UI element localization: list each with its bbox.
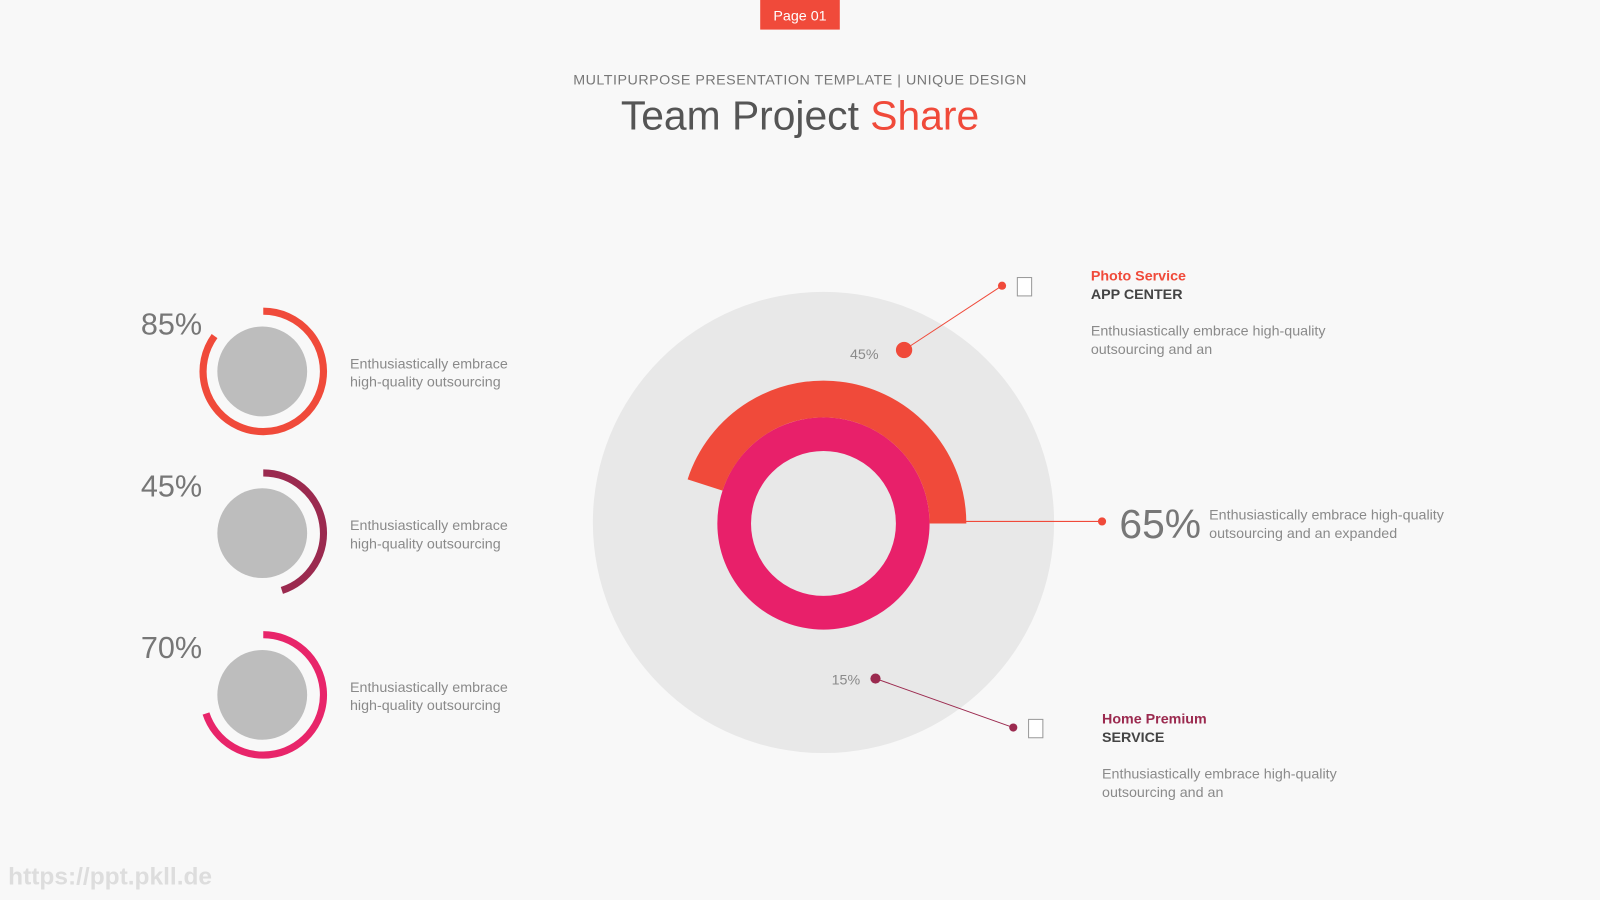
progress-text: Enthusiastically embrace [350,518,508,534]
badge-box [760,0,840,30]
right-text: outsourcing and an expanded [1209,526,1397,542]
center-arc [687,380,967,524]
callout-dot [1009,723,1018,732]
callout-line [903,285,1003,351]
center-arc-group [687,380,967,524]
top-subtitle: APP CENTER [1091,287,1183,303]
progress-label: 85% [141,308,202,342]
watermark: https://ppt.pkll.de [8,864,212,891]
progress-text: high-quality outsourcing [350,536,501,552]
progress-disc [217,650,308,740]
center-background [592,291,1055,754]
bottom-subtitle: SERVICE [1102,730,1164,746]
arc-label: 45% [850,347,879,363]
subtitle: MULTIPURPOSE PRESENTATION TEMPLATE | UNI… [573,73,1027,89]
progress-list: 85% Enthusiastically embrace high-quality … [141,307,508,759]
callout-line [875,678,1014,729]
right-label: 65% [1119,501,1201,547]
progress-arc [202,631,327,759]
bottom-text: outsourcing and an [1102,785,1223,801]
progress-text: high-quality outsourcing [350,698,501,714]
title-main: Team Project [621,93,860,139]
progress-text: Enthusiastically embrace [350,356,508,372]
progress-disc [217,326,308,417]
badge: Page 01 [773,8,826,24]
progress-label: 70% [141,631,202,665]
progress-text: high-quality outsourcing [350,375,501,391]
callout-dot [1097,517,1107,526]
center-ring [717,417,930,630]
progress-arc [263,469,328,594]
progress-arc [199,307,328,436]
bottom-name: Home Premium [1102,711,1207,727]
bottom-text: Enthusiastically embrace high-quality [1102,767,1338,783]
title: Team Project Share [621,93,979,139]
callout-dot [895,341,913,359]
icon-box [1016,277,1033,297]
top-text: Enthusiastically embrace high-quality [1091,324,1327,340]
right-text: Enthusiastically embrace high-quality [1209,507,1445,523]
callout-dot [870,673,881,684]
progress-text: Enthusiastically embrace [350,680,508,696]
icon-box [1028,718,1044,739]
bottom-label: 15% [832,673,861,689]
title-highlight: Share [870,93,979,139]
top-name: Photo Service [1091,269,1186,285]
progress-label: 45% [141,469,202,503]
progress-disc [217,488,308,579]
callout-dot [997,281,1007,290]
top-text: outsourcing and an [1091,342,1212,358]
